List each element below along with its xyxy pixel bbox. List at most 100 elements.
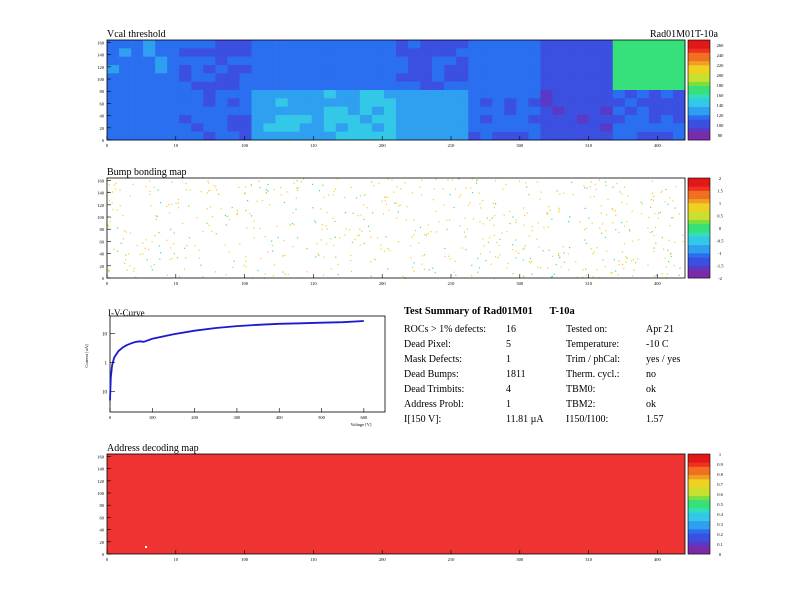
bump-defect-pixel	[663, 248, 665, 250]
heatmap-cell	[323, 40, 337, 49]
heatmap-cell	[492, 123, 505, 132]
heatmap-cell	[359, 56, 373, 66]
bump-defect-pixel	[169, 258, 171, 260]
heatmap-cell	[660, 123, 674, 132]
bump-defect-pixel	[626, 203, 628, 205]
heatmap-cell	[107, 40, 120, 49]
heatmap-cell	[624, 65, 638, 74]
color-scale-cell	[688, 545, 710, 551]
heatmap-cell	[239, 90, 252, 99]
heatmap-cell	[263, 81, 276, 91]
heatmap-cell	[299, 81, 313, 91]
heatmap-cell	[287, 106, 300, 116]
bump-defect-pixel	[389, 249, 391, 251]
heatmap-cell	[456, 98, 469, 107]
heatmap-cell	[636, 106, 650, 116]
bump-defect-pixel	[478, 267, 481, 269]
heatmap-cell	[456, 48, 469, 57]
heatmap-cell	[648, 90, 662, 99]
bump-defect-pixel	[670, 255, 672, 258]
heatmap-cell	[275, 48, 288, 57]
bump-defect-pixel	[654, 212, 656, 215]
heatmap-cell	[648, 123, 662, 132]
bump-defect-pixel	[293, 224, 295, 226]
heatmap-cell	[335, 90, 349, 99]
heatmap-cell	[215, 73, 228, 82]
bump-defect-pixel	[669, 225, 671, 227]
heatmap-cell	[251, 56, 264, 66]
heatmap-cell	[335, 115, 349, 124]
bump-defect-pixel	[159, 258, 161, 260]
heatmap-cell	[408, 131, 421, 141]
color-scale-label: 0.7	[717, 482, 723, 487]
color-scale-cell	[688, 223, 710, 229]
bump-defect-pixel	[600, 212, 602, 214]
heatmap-cell	[239, 123, 252, 132]
heatmap-cell	[155, 40, 168, 49]
heatmap-cell	[323, 81, 337, 91]
heatmap-cell	[119, 73, 132, 82]
heatmap-cell	[299, 56, 313, 66]
summary-right-value: ok	[646, 399, 656, 410]
bump-defect-pixel	[661, 272, 663, 275]
bump-defect-pixel	[651, 231, 653, 233]
heatmap-cell	[371, 106, 385, 116]
heatmap-cell	[371, 98, 385, 107]
bump-defect-pixel	[116, 227, 119, 229]
bump-defect-pixel	[626, 257, 628, 259]
color-scale-cell	[688, 81, 710, 87]
color-scale-cell	[688, 65, 710, 70]
color-scale-label: 160	[717, 93, 725, 98]
heatmap-cell	[191, 81, 204, 91]
heatmap-cell	[143, 40, 156, 49]
bump-defect-pixel	[515, 219, 517, 221]
bump-defect-pixel	[283, 239, 285, 242]
bump-defect-pixel	[151, 241, 153, 243]
heatmap-cell	[672, 40, 686, 49]
heatmap-cell	[432, 81, 445, 91]
heatmap-cell	[660, 73, 674, 82]
bump-defect-pixel	[529, 257, 531, 260]
heatmap-cell	[275, 98, 288, 107]
heatmap-cell	[588, 98, 602, 107]
vcal-threshold-map: 0 20 40 60 80 100 120 140 160 0 10 100 110 200 210 300 3…	[97, 39, 725, 148]
heatmap-cell	[504, 115, 517, 124]
bump-defect-pixel	[238, 186, 240, 188]
color-scale-cell	[688, 69, 710, 74]
bump-defect-pixel	[402, 275, 404, 278]
color-scale-cell	[688, 178, 710, 183]
bump-defect-pixel	[651, 180, 654, 182]
bump-defect-pixel	[115, 188, 117, 190]
x-tick-label: 310	[585, 143, 593, 148]
heatmap-cell	[119, 115, 132, 124]
bump-defect-pixel	[267, 251, 269, 253]
heatmap-cell	[167, 123, 180, 132]
heatmap-cell	[167, 106, 180, 116]
heatmap-cell	[480, 56, 493, 66]
summary-left-label: ROCs > 1% defects:	[404, 324, 487, 335]
heatmap-cell	[528, 48, 541, 57]
heatmap-cell	[203, 48, 216, 57]
heatmap-cell	[335, 106, 349, 116]
bump-defect-pixel	[611, 272, 613, 274]
bump-defect-pixel	[459, 225, 461, 227]
bump-defect-pixel	[396, 217, 398, 219]
bump-defect-pixel	[181, 222, 184, 225]
heatmap-cell	[359, 81, 373, 91]
bump-defect-pixel	[604, 266, 607, 268]
heatmap-cell	[480, 40, 493, 49]
bump-defect-pixel	[428, 269, 430, 271]
heatmap-cell	[564, 90, 577, 99]
bump-defect-pixel	[287, 273, 289, 276]
heatmap-cell	[588, 48, 602, 57]
heatmap-cell	[612, 56, 626, 66]
bump-defect-pixel	[547, 226, 549, 228]
bump-defect-pixel	[373, 185, 375, 187]
bump-defect-pixel	[476, 179, 478, 181]
x-tick-label: 110	[310, 557, 317, 562]
heatmap-cell	[107, 123, 120, 132]
heatmap-cell	[564, 56, 577, 66]
bump-defect-pixel	[421, 194, 423, 196]
bump-defect-pixel	[617, 274, 619, 276]
y-tick-label: 160	[97, 178, 105, 183]
